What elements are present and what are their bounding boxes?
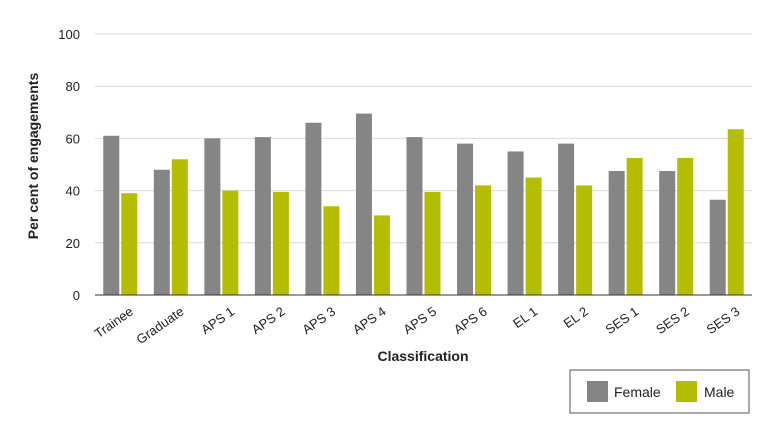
bar-female-aps-4	[355, 113, 372, 295]
x-tick-label: APS 6	[451, 304, 490, 337]
bar-female-aps-5	[406, 137, 423, 295]
bar-male-aps-1	[222, 190, 239, 295]
x-tick-label: Trainee	[92, 304, 136, 341]
x-axis-title: Classification	[377, 348, 468, 364]
bar-male-aps-4	[373, 215, 390, 295]
bar-male-ses-3	[727, 129, 744, 295]
y-axis-title: Per cent of engagements	[25, 73, 41, 240]
bar-male-trainee	[121, 193, 138, 295]
bar-female-aps-6	[457, 143, 474, 295]
y-tick-label: 0	[73, 288, 80, 303]
bar-female-aps-1	[204, 138, 221, 295]
x-tick-label: SES 3	[704, 304, 743, 337]
bar-female-trainee	[103, 135, 120, 295]
bar-female-aps-3	[305, 122, 322, 296]
bar-male-aps-6	[475, 185, 492, 295]
bar-male-ses-2	[677, 157, 694, 295]
x-tick-label: APS 2	[249, 304, 288, 337]
y-axis-ticks: 0 20 40 60 80 100	[58, 27, 80, 303]
y-tick-label: 80	[66, 79, 80, 94]
x-tick-label: SES 2	[653, 304, 692, 337]
bar-female-ses-2	[659, 171, 676, 295]
bar-male-aps-5	[424, 191, 441, 295]
x-tick-label: APS 3	[299, 304, 338, 337]
x-tick-label: APS 1	[198, 304, 237, 337]
bars	[103, 113, 744, 296]
legend: Female Male	[569, 369, 750, 414]
bar-female-el-2	[558, 143, 575, 295]
bar-male-graduate	[171, 159, 188, 295]
x-tick-label: APS 5	[400, 304, 439, 337]
bar-female-aps-2	[254, 137, 271, 295]
bar-female-graduate	[153, 169, 170, 295]
legend-label-male: Male	[704, 384, 735, 400]
x-tick-label: APS 4	[350, 304, 389, 337]
y-tick-label: 100	[58, 27, 80, 42]
bar-male-el-1	[525, 177, 542, 295]
x-tick-label: Graduate	[133, 304, 186, 347]
x-tick-label: EL 2	[561, 304, 591, 331]
bar-male-ses-1	[626, 157, 643, 295]
y-tick-label: 20	[66, 236, 80, 251]
x-tick-label: EL 1	[510, 304, 540, 331]
legend-swatch-female	[587, 381, 608, 402]
y-tick-label: 40	[66, 184, 80, 199]
bar-female-el-1	[507, 151, 524, 295]
bar-male-el-2	[576, 185, 593, 295]
x-tick-label: SES 1	[603, 304, 642, 337]
bar-male-aps-3	[323, 206, 340, 295]
legend-swatch-male	[676, 381, 697, 402]
bar-female-ses-3	[709, 199, 726, 295]
bar-female-ses-1	[608, 171, 625, 295]
gridlines	[95, 33, 752, 244]
legend-label-female: Female	[614, 384, 661, 400]
y-tick-label: 60	[66, 131, 80, 146]
bar-male-aps-2	[272, 191, 289, 295]
